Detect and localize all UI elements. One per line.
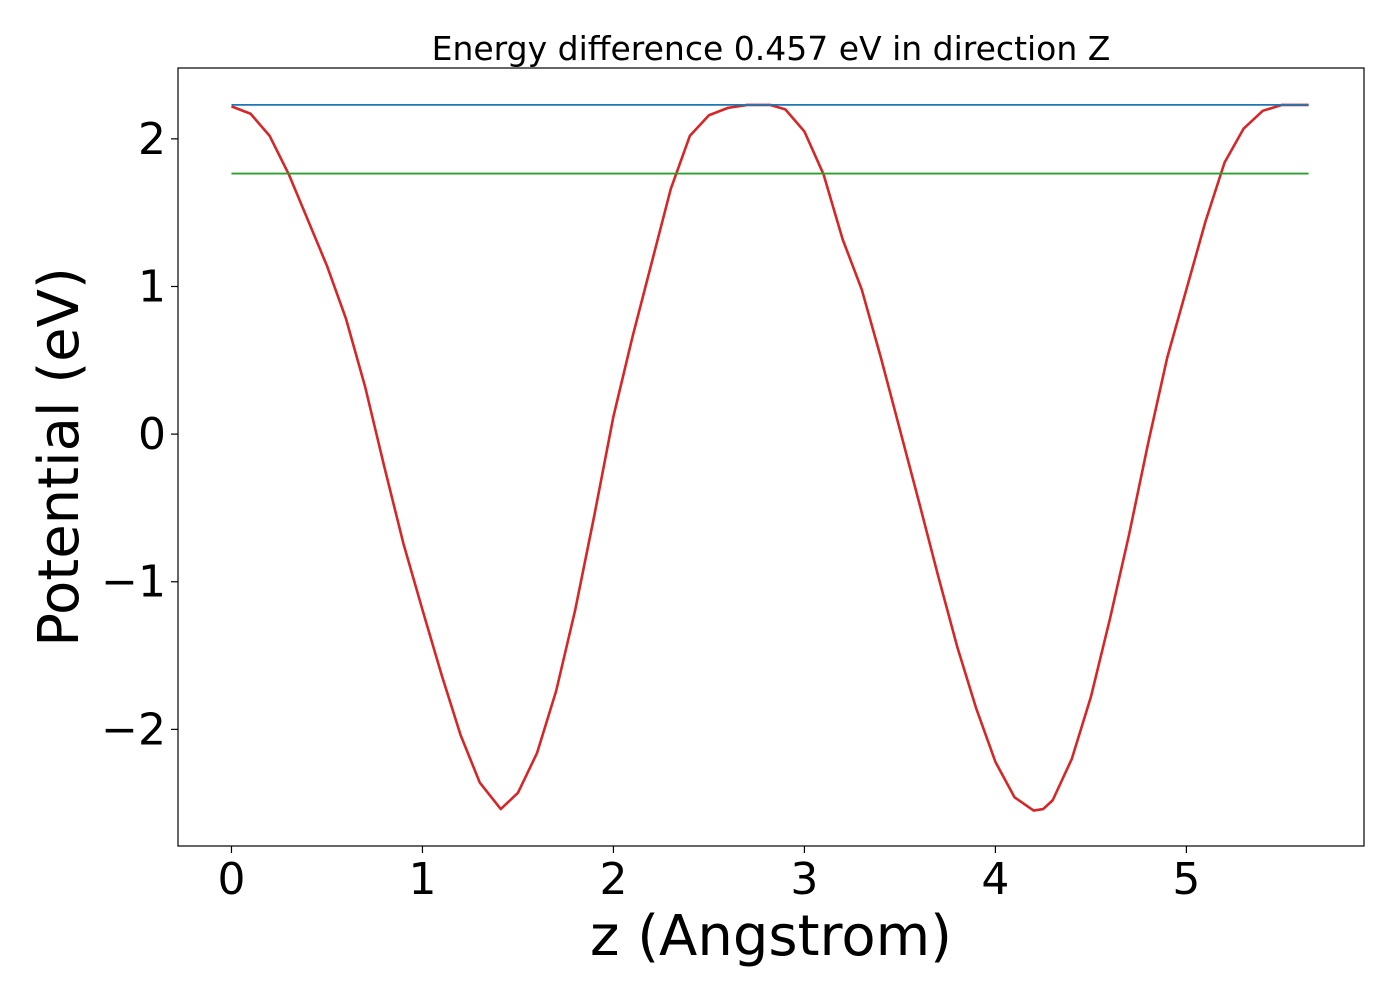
y-axis-ticks: −2 −1 0 1 2 — [101, 114, 178, 755]
x-tick-label: 1 — [408, 854, 436, 905]
y-tick-label: 0 — [138, 409, 166, 460]
series-line-0 — [231, 103, 1309, 812]
x-tick-label: 2 — [599, 854, 627, 905]
y-tick-label: 1 — [138, 261, 166, 312]
x-axis-ticks: 0 1 2 3 4 5 — [217, 846, 1200, 905]
chart-title: Energy difference 0.457 eV in direction … — [432, 29, 1111, 68]
y-axis-label: Potential (eV) — [27, 267, 92, 647]
x-axis-label: z (Angstrom) — [590, 904, 952, 969]
x-tick-label: 4 — [981, 854, 1009, 905]
y-tick-label: −2 — [101, 704, 166, 755]
series-layer — [231, 103, 1309, 812]
plot-frame — [177, 67, 1365, 847]
x-tick-label: 0 — [217, 854, 245, 905]
x-tick-label: 3 — [790, 854, 818, 905]
y-tick-label: −1 — [101, 557, 166, 608]
x-tick-label: 5 — [1172, 854, 1200, 905]
y-tick-label: 2 — [138, 114, 166, 165]
